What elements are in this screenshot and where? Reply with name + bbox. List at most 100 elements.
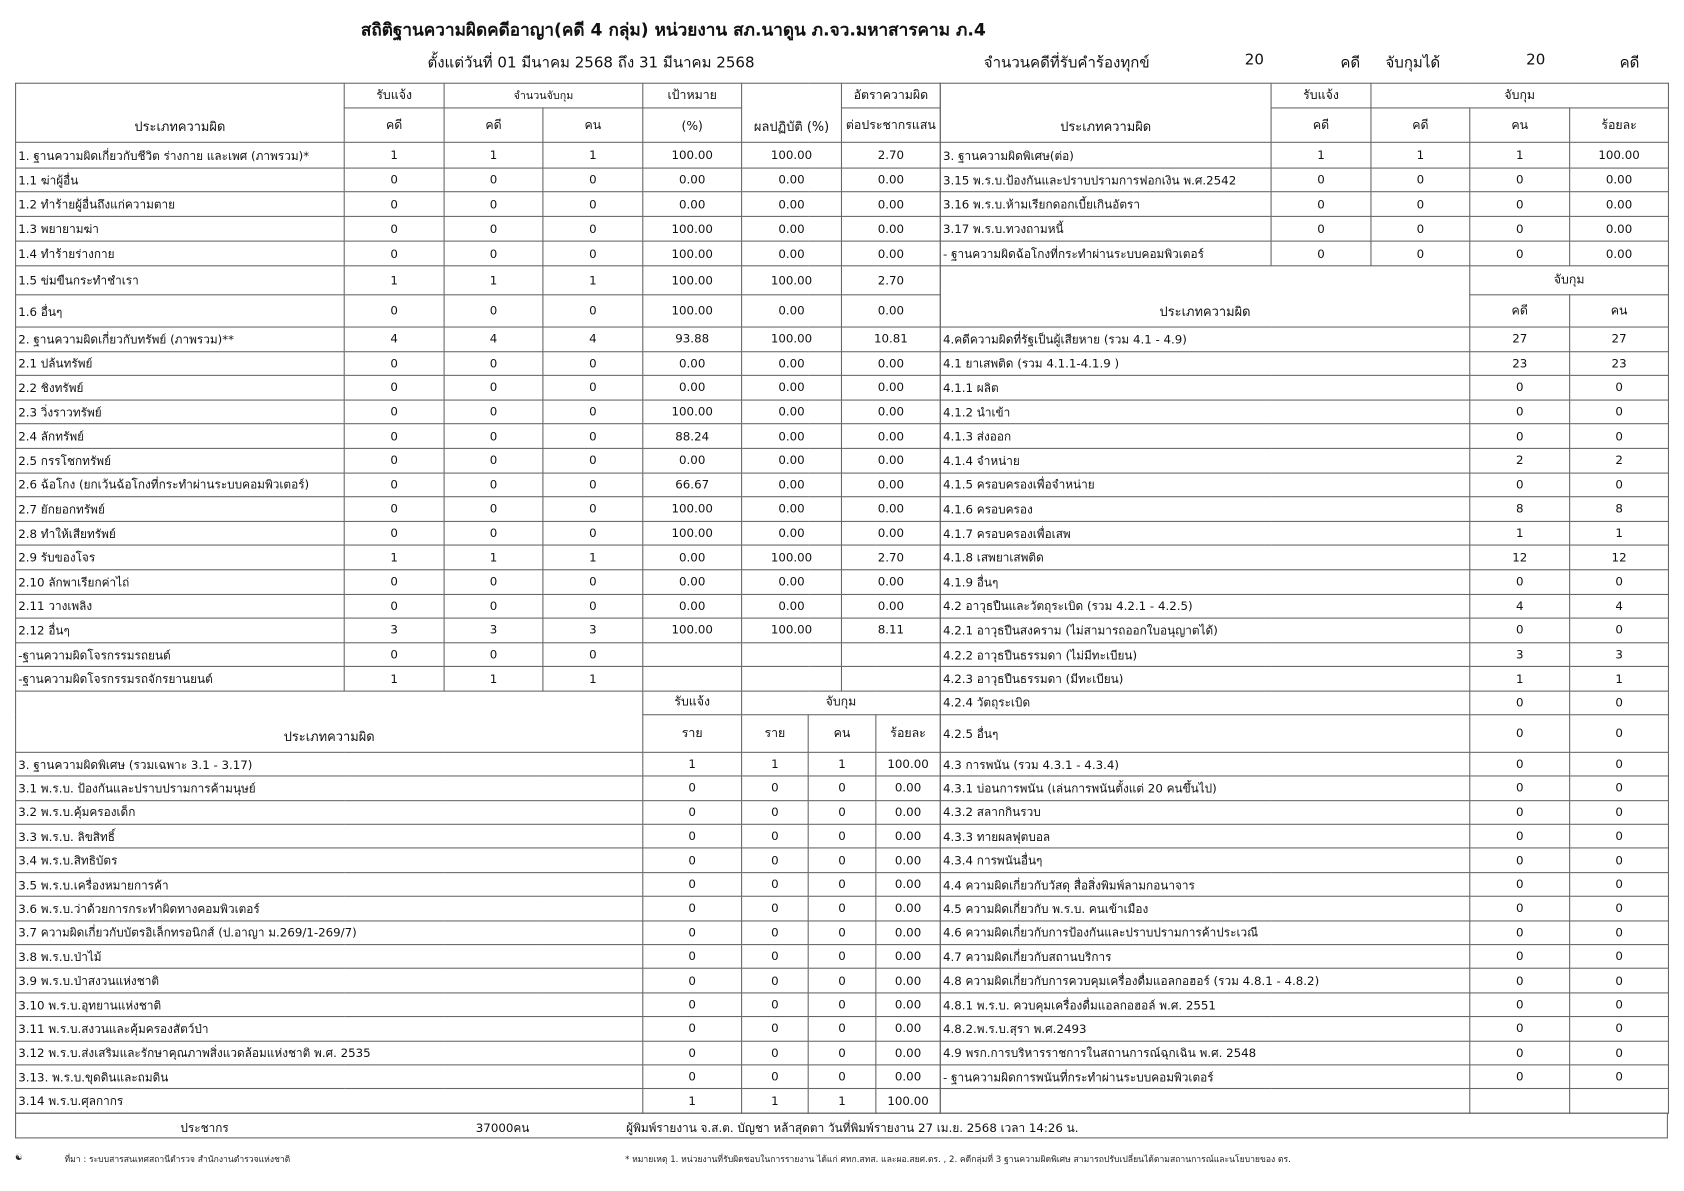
header-percent: ร้อยละ [875, 714, 941, 753]
offense-type: 4.5 ความผิดเกี่ยวกับ พ.ร.บ. คนเข้าเมือง [939, 895, 1471, 922]
value-cell: 1 [542, 265, 644, 296]
value-cell: 0 [741, 871, 809, 898]
offense-type: 2.12 อื่นๆ [15, 617, 345, 644]
table-row: 3. ฐานความผิดพิเศษ(ต่อ) 1 1 1 100.00 [939, 141, 1670, 169]
value-cell: 0 [1270, 240, 1372, 267]
value-cell: 0 [1569, 751, 1670, 777]
value-cell: 0 [1569, 799, 1670, 825]
offense-type: 4.8.2.พ.ร.บ.สุรา พ.ศ.2493 [939, 1016, 1471, 1042]
value-cell: 0 [443, 472, 544, 498]
offense-type: 4.1 ยาเสพติด (รวม 4.1.1-4.1.9 ) [939, 350, 1471, 377]
table-row [939, 1088, 1670, 1114]
table-row: 3.11 พ.ร.บ.สงวนและคุ้มครองสัตว์ป่า 0 0 0 0.0… [15, 1016, 941, 1042]
offense-type: 4.2.5 อื่นๆ [939, 714, 1471, 753]
table-row: 4.7 ความผิดเกี่ยวกับสถานบริการ 0 0 [939, 944, 1670, 970]
value-cell [840, 666, 941, 692]
table-row: 4.3.4 การพนันอื่นๆ 0 0 [939, 847, 1670, 874]
value-cell: 0 [542, 447, 644, 474]
value-cell: 0.00 [1569, 215, 1670, 242]
value-cell: 0 [807, 1064, 877, 1090]
value-cell: 0 [1569, 1040, 1670, 1066]
value-cell: 0 [443, 167, 544, 193]
offense-type: 2.11 วางเพลิง [15, 593, 345, 619]
offense-type: 4.1.6 ครอบครอง [939, 496, 1471, 522]
table-row: 4.คดีความผิดที่รัฐเป็นผู้เสียหาย (รวม 4.… [939, 326, 1670, 352]
value-cell: 0 [343, 447, 445, 474]
table-row: 4.2 อาวุธปืนและวัตถุระเบิด (รวม 4.2.1 - … [939, 593, 1670, 619]
table-row: 4.1.3 ส่งออก 0 0 [939, 423, 1670, 449]
value-cell: 0 [343, 167, 445, 193]
right-statistics-table: ประเภทความผิด รับแจ้ง จับกุม คดี คดี คน … [939, 82, 1670, 1114]
value-cell: 0 [1469, 215, 1571, 242]
table-row: 1.6 อื่นๆ 0 0 0 100.00 0.00 0.00 [15, 294, 941, 328]
value-cell: 0.00 [840, 240, 941, 267]
offense-type: 2.9 รับของโจร [15, 544, 345, 571]
table-row: 4.9 พรก.การบริหารราชการในสถานการณ์ฉุกเฉิ… [939, 1040, 1670, 1066]
arrested-unit: คดี [1619, 54, 1640, 72]
value-cell: 100.00 [642, 141, 743, 169]
value-cell: 0 [343, 423, 445, 449]
value-cell: 0.00 [840, 496, 941, 522]
value-cell: 100.00 [642, 496, 743, 522]
value-cell: 1 [1469, 666, 1571, 692]
value-cell: 0 [1469, 1016, 1571, 1042]
value-cell: 0 [807, 799, 877, 825]
value-cell: 2.70 [840, 544, 941, 571]
value-cell: 0 [1469, 992, 1571, 1018]
value-cell: 0.00 [840, 593, 941, 619]
population-value: 37000คน [475, 1121, 530, 1136]
value-cell: 0 [1469, 714, 1571, 753]
value-cell: 100.00 [642, 399, 743, 425]
value-cell: 0.00 [741, 350, 843, 377]
value-cell: 0 [807, 775, 877, 801]
value-cell [1569, 1088, 1670, 1114]
value-cell: 0 [642, 968, 743, 994]
value-cell: 0 [1370, 167, 1471, 193]
value-cell: 0 [443, 520, 544, 546]
header-type: ประเภทความผิด [939, 265, 1471, 328]
value-cell: 1 [1469, 141, 1571, 169]
offense-type: 3.17 พ.ร.บ.ทวงถามหนี้ [939, 215, 1272, 242]
value-cell: 0.00 [840, 423, 941, 449]
value-cell: 0 [1370, 240, 1471, 267]
value-cell: 0 [343, 641, 445, 668]
table-row: 3.8 พ.ร.บ.ป่าไม้ 0 0 0 0.00 [15, 944, 941, 970]
value-cell: 0 [343, 520, 445, 546]
value-cell: 0 [443, 350, 544, 377]
value-cell: 0 [443, 375, 544, 401]
header-percent: (%) [642, 107, 743, 143]
value-cell: 0 [542, 375, 644, 401]
value-cell: 0 [642, 847, 743, 874]
offense-type: 2.5 กรรโชกทรัพย์ [15, 447, 345, 474]
value-cell: 0 [1270, 191, 1372, 217]
value-cell: 0 [642, 1016, 743, 1042]
table-row: 2.6 ฉ้อโกง (ยกเว้นฉ้อโกงที่กระทำผ่านระบบ… [15, 472, 941, 498]
table-row: 4.6 ความผิดเกี่ยวกับการป้องกันและปราบปรา… [939, 920, 1670, 946]
value-cell: 0 [343, 399, 445, 425]
value-cell: 0 [1469, 1040, 1571, 1066]
table-row: 4.2.5 อื่นๆ 0 0 [939, 714, 1670, 753]
value-cell: 0 [807, 992, 877, 1018]
value-cell: 0 [1270, 167, 1372, 193]
header-case: คดี [1270, 107, 1372, 143]
value-cell: 0 [1469, 751, 1571, 777]
value-cell: 3 [343, 617, 445, 644]
table-row: 3.13. พ.ร.บ.ขุดดินและถมดิน 0 0 0 0.00 [15, 1064, 941, 1090]
offense-type: 1.2 ทำร้ายผู้อื่นถึงแก่ความตาย [15, 191, 345, 217]
header-type: ประเภทความผิด [939, 82, 1272, 143]
value-cell: 0 [1569, 690, 1670, 716]
value-cell: 1 [741, 1088, 809, 1114]
value-cell: 0 [741, 799, 809, 825]
value-cell: 0.00 [840, 447, 941, 474]
table-row: 4.3.2 สลากกินรวบ 0 0 [939, 799, 1670, 825]
table-row: 4.1.6 ครอบครอง 8 8 [939, 496, 1670, 522]
header-percent: ร้อยละ [1569, 107, 1670, 143]
value-cell [840, 641, 941, 668]
value-cell: 0 [1469, 775, 1571, 801]
offense-type: 4.2.1 อาวุธปืนสงคราม (ไม่สามารถออกใบอนุญ… [939, 617, 1471, 644]
offense-type: 3.10 พ.ร.บ.อุทยานแห่งชาติ [15, 992, 644, 1018]
value-cell: 0.00 [642, 569, 743, 595]
value-cell: 1 [443, 141, 544, 169]
value-cell: 0 [642, 944, 743, 970]
table-row: 3.1 พ.ร.บ. ป้องกันและปราบปรามการค้ามนุษย… [15, 775, 941, 801]
